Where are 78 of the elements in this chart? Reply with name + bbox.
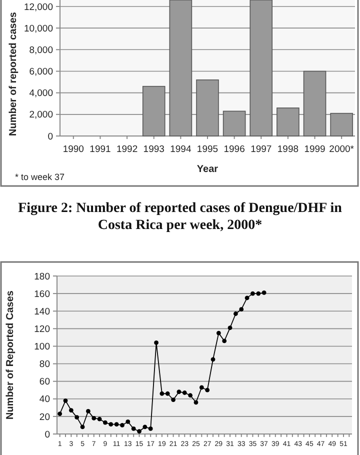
point [194,400,198,405]
x-tick-label: 2000* [329,144,354,155]
point [103,420,108,425]
y-tick-label: 8,000 [29,44,53,56]
x-axis-title: Year [196,164,218,175]
point [234,312,238,316]
point [199,385,204,390]
point [63,398,68,403]
point [222,338,227,344]
y-tick-label: 40 [39,394,50,406]
point [131,426,136,431]
point [176,390,182,394]
x-tick-label: 1994 [170,144,192,155]
point [205,388,210,392]
y-tick-label: 4,000 [29,88,53,100]
y-tick-label: 100 [34,342,50,353]
point [80,424,85,430]
x-tick-label: 1996 [224,144,245,155]
y-axis-title: Number of reported cases [8,12,19,136]
point [165,391,170,396]
bar [142,86,166,136]
y-tick-label: 20 [39,412,50,423]
point [108,422,114,427]
point [142,424,148,430]
point [182,390,187,395]
point [74,415,80,420]
chart-title: Figure 2: Number of reported cases of Dengue/DHF in Costa Rica per week, 2000* [18,201,342,233]
point [92,416,96,420]
point [171,398,176,402]
point [239,307,244,312]
point [148,426,153,431]
x-tick-label: 1999 [304,144,326,155]
point [210,357,216,362]
bar [303,70,326,136]
point [58,412,62,416]
x-tick-label: 1995 [196,144,218,155]
point [216,330,221,336]
bar [276,108,300,136]
bar [169,0,192,136]
y-tick-label: 80 [39,359,50,370]
point [256,291,261,296]
y-tick-label: 180 [34,271,50,282]
y-tick-label: 10,000 [24,23,53,34]
x-tick-label: 1993 [143,144,164,155]
x-tick-label: 1990 [62,144,84,155]
y-axis-title: Number of Reported Cases [5,290,16,420]
point [154,340,158,345]
y-tick-label: 2,000 [29,110,53,121]
y-tick-label: 6,000 [29,66,53,78]
point [160,391,164,396]
point [126,420,130,424]
point [244,296,250,300]
point [228,326,232,330]
y-tick-label: 160 [34,288,50,300]
point [250,291,255,296]
y-tick-label: 140 [34,306,50,318]
point [188,393,193,398]
y-tick-label: 0 [48,131,53,142]
x-tick-label: 1998 [277,144,299,155]
bar [222,110,246,136]
text: * to week 37 [15,172,65,182]
x-tick-label: 1991 [90,144,111,155]
x-tick-label: 1992 [116,144,138,155]
y-tick-label: 60 [39,376,50,388]
point [86,408,90,414]
point [137,429,142,434]
point [68,408,74,412]
bar [330,112,353,136]
y-tick-label: 12,000 [24,2,53,13]
y-tick-label: 0 [44,429,50,440]
point [97,416,102,422]
y-tick-label: 120 [34,324,50,335]
bar [250,0,273,136]
point [262,290,266,295]
point [114,422,119,427]
x-tick-label: 1997 [250,144,272,155]
bar [196,79,219,136]
point [120,423,124,428]
